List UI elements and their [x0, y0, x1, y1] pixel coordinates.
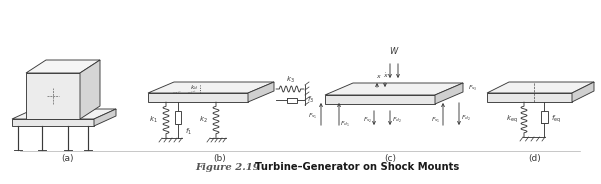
- Text: $\dot{x}$: $\dot{x}$: [383, 71, 389, 80]
- Polygon shape: [26, 73, 80, 119]
- Text: $F_{s_1}$: $F_{s_1}$: [432, 115, 441, 125]
- Text: Figure 2.19: Figure 2.19: [195, 162, 260, 171]
- Text: (c): (c): [384, 155, 396, 164]
- Polygon shape: [572, 82, 594, 102]
- Polygon shape: [248, 82, 274, 102]
- Bar: [287, 98, 297, 102]
- Text: $f_\mathrm{eq}$: $f_\mathrm{eq}$: [551, 114, 561, 125]
- Text: (b): (b): [213, 155, 227, 164]
- Polygon shape: [148, 93, 248, 102]
- Text: $F_{s_1}$: $F_{s_1}$: [308, 111, 318, 121]
- Text: $F_{d_2}$: $F_{d_2}$: [461, 113, 471, 123]
- Bar: [175, 111, 181, 124]
- Text: $k_2$: $k_2$: [200, 115, 208, 125]
- Text: $k_3$: $k_3$: [285, 75, 294, 85]
- Text: $F_{d_1}$: $F_{d_1}$: [340, 119, 350, 129]
- Polygon shape: [12, 119, 94, 126]
- Text: $W$: $W$: [389, 45, 399, 56]
- Text: Turbine–Generator on Shock Mounts: Turbine–Generator on Shock Mounts: [248, 162, 459, 172]
- Polygon shape: [148, 82, 274, 93]
- Text: $k_d$: $k_d$: [189, 83, 198, 91]
- Text: $k_1$: $k_1$: [149, 115, 158, 125]
- Polygon shape: [325, 95, 435, 104]
- Polygon shape: [487, 93, 572, 102]
- Polygon shape: [487, 82, 594, 93]
- Bar: [540, 111, 548, 123]
- Text: (a): (a): [62, 155, 75, 164]
- Polygon shape: [325, 83, 463, 95]
- Text: $f_1$: $f_1$: [185, 127, 192, 137]
- Polygon shape: [12, 109, 116, 119]
- Polygon shape: [435, 83, 463, 104]
- Text: $F_{s_2}$: $F_{s_2}$: [362, 115, 372, 125]
- Text: (d): (d): [529, 155, 542, 164]
- Text: $f_3$: $f_3$: [307, 95, 314, 105]
- Text: $F_{d_2}$: $F_{d_2}$: [392, 115, 402, 125]
- Polygon shape: [80, 60, 100, 119]
- Text: $x$: $x$: [376, 73, 382, 80]
- Polygon shape: [26, 60, 100, 73]
- Text: $k_\mathrm{eq}$: $k_\mathrm{eq}$: [506, 114, 518, 125]
- Polygon shape: [94, 109, 116, 126]
- Text: $F_{s_3}$: $F_{s_3}$: [468, 83, 478, 93]
